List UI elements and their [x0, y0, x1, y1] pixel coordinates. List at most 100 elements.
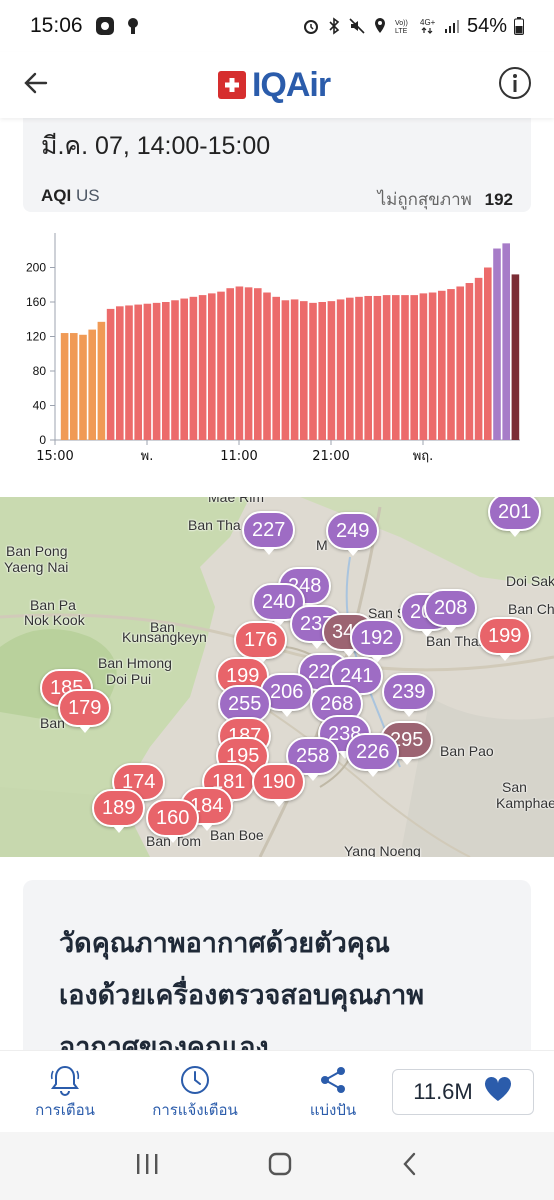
aqi-map-marker[interactable]: 227	[242, 511, 296, 555]
clock-icon	[179, 1062, 211, 1098]
bell-icon	[49, 1062, 81, 1098]
chart-bar	[217, 291, 225, 440]
aqi-map-marker[interactable]: 206	[260, 673, 314, 717]
recents-icon[interactable]	[134, 1152, 160, 1180]
chart-bar	[511, 274, 520, 440]
aqi-map-marker[interactable]: 201	[488, 497, 542, 537]
signal-icon	[444, 18, 460, 34]
chart-bar	[116, 306, 124, 440]
aqi-history-chart[interactable]: 0 40 80 120 160 200 15:00 พ. 11:00 21:00 พฤ.	[0, 225, 554, 470]
nav-notifications[interactable]: การแจ้งเตือน	[120, 1062, 270, 1122]
aqi-status: ไม่ถูกสุขภาพ 192	[378, 186, 513, 213]
nav-share-label: แบ่งปัน	[309, 1100, 357, 1119]
home-icon[interactable]	[267, 1151, 293, 1181]
map-place-label: Ban Pao	[440, 743, 494, 759]
chart-bar	[465, 283, 474, 440]
svg-text:4G+: 4G+	[420, 18, 436, 27]
map-place-label: San S	[368, 605, 407, 621]
chart-bar	[88, 329, 96, 440]
aqi-map-marker[interactable]: 179	[58, 689, 112, 733]
battery-icon	[514, 17, 524, 35]
app-icon	[95, 16, 115, 36]
aqi-map-marker[interactable]: 192	[350, 619, 404, 663]
aqi-map-marker[interactable]: 190	[252, 763, 306, 807]
aqi-text: AQI	[41, 186, 72, 205]
chart-bar	[346, 297, 354, 440]
map-place-label: Ban	[150, 619, 175, 635]
back-icon[interactable]	[400, 1151, 420, 1181]
arrow-left-icon[interactable]	[22, 69, 50, 101]
4g-icon: 4G+	[419, 17, 437, 35]
nav-notifications-label: การแจ้งเตือน	[152, 1100, 238, 1119]
status-bar: 15:06 Vo)) LTE	[0, 0, 554, 52]
map-place-label: Doi Pui	[106, 671, 152, 687]
y-tick-label: 40	[33, 399, 47, 413]
system-nav-bar	[0, 1132, 554, 1200]
svg-text:Vo)): Vo))	[395, 20, 408, 27]
nav-share[interactable]: แบ่งปัน	[278, 1062, 388, 1122]
map-place-label: Yang Noeng	[344, 843, 421, 857]
chart-bar	[336, 299, 345, 440]
chart-bar	[373, 295, 382, 440]
aqi-map-marker[interactable]: 189	[92, 789, 146, 833]
svg-text:LTE: LTE	[395, 28, 408, 35]
chart-bar	[281, 300, 290, 440]
logo-text: IQAir	[251, 65, 331, 104]
chart-bar	[162, 302, 170, 440]
like-count: 11.6M	[413, 1078, 473, 1104]
bluetooth-icon	[327, 17, 341, 35]
y-tick-label: 120	[26, 330, 46, 344]
chart-bar	[272, 296, 280, 440]
nav-alerts[interactable]: การเตือน	[10, 1062, 120, 1122]
aqi-map-marker[interactable]: 239	[382, 673, 436, 717]
aqi-value: 192	[484, 190, 513, 209]
promo-card[interactable]: วัดคุณภาพอากาศด้วยตัวคุณ เองด้วยเครื่องต…	[23, 880, 531, 1080]
chart-bar	[226, 288, 234, 440]
chart-bar	[180, 298, 188, 440]
chart-bar	[327, 301, 336, 440]
aqi-map-marker[interactable]: 226	[346, 733, 400, 777]
aqi-map[interactable]: Mae Rim Ban Tha Ban Pong Yaeng Nai Ban Pa Nok…	[0, 497, 554, 857]
nav-alerts-label: การเตือน	[35, 1100, 95, 1119]
chart-bar	[355, 296, 363, 440]
app-header: IQAir	[0, 52, 554, 118]
aqi-map-marker[interactable]: 249	[326, 512, 380, 556]
chart-bar	[290, 299, 299, 440]
x-tick-label: 21:00	[312, 449, 349, 464]
like-button[interactable]: 11.6M	[392, 1068, 534, 1115]
chart-bar	[447, 289, 455, 440]
status-time: 15:06	[30, 14, 83, 37]
y-tick-label: 0	[39, 433, 46, 447]
map-place-label: Mae Rim	[208, 497, 265, 505]
chart-bar	[382, 295, 391, 440]
chart-bar	[502, 243, 510, 440]
y-tick-label: 80	[33, 364, 47, 378]
battery-percent: 54%	[466, 14, 507, 37]
map-place-label: Yaeng Nai	[4, 559, 69, 575]
chart-bar	[300, 301, 308, 440]
aqi-map-marker[interactable]: 199	[478, 617, 532, 661]
map-place-label: Ban Pa	[30, 597, 76, 613]
map-place-label: Doi Sak	[506, 573, 554, 589]
promo-line-2: เองด้วยเครื่องตรวจสอบคุณภาพ	[59, 980, 425, 1011]
chart-bar	[254, 288, 262, 440]
tree-icon	[123, 16, 143, 36]
chart-bar	[401, 295, 409, 440]
chart-bar	[474, 277, 483, 440]
selected-datetime: มี.ค. 07, 14:00-15:00	[41, 132, 271, 160]
aqi-map-marker[interactable]: 176	[234, 621, 288, 665]
aqi-map-marker[interactable]: 208	[424, 589, 478, 633]
chart-bar	[143, 303, 152, 440]
map-place-label: M	[316, 537, 328, 553]
chart-bar	[125, 305, 133, 440]
aqi-label: AQI US	[41, 186, 100, 213]
chart-bar	[318, 302, 326, 440]
chart-bar	[134, 304, 142, 440]
chart-bar	[208, 293, 216, 440]
chart-bar	[189, 296, 198, 440]
chart-bar	[152, 302, 161, 440]
map-place-label: Ban Thai	[426, 633, 482, 649]
aqi-map-marker[interactable]: 160	[146, 799, 200, 843]
x-tick-label: 15:00	[36, 449, 73, 464]
info-icon[interactable]	[498, 66, 532, 104]
